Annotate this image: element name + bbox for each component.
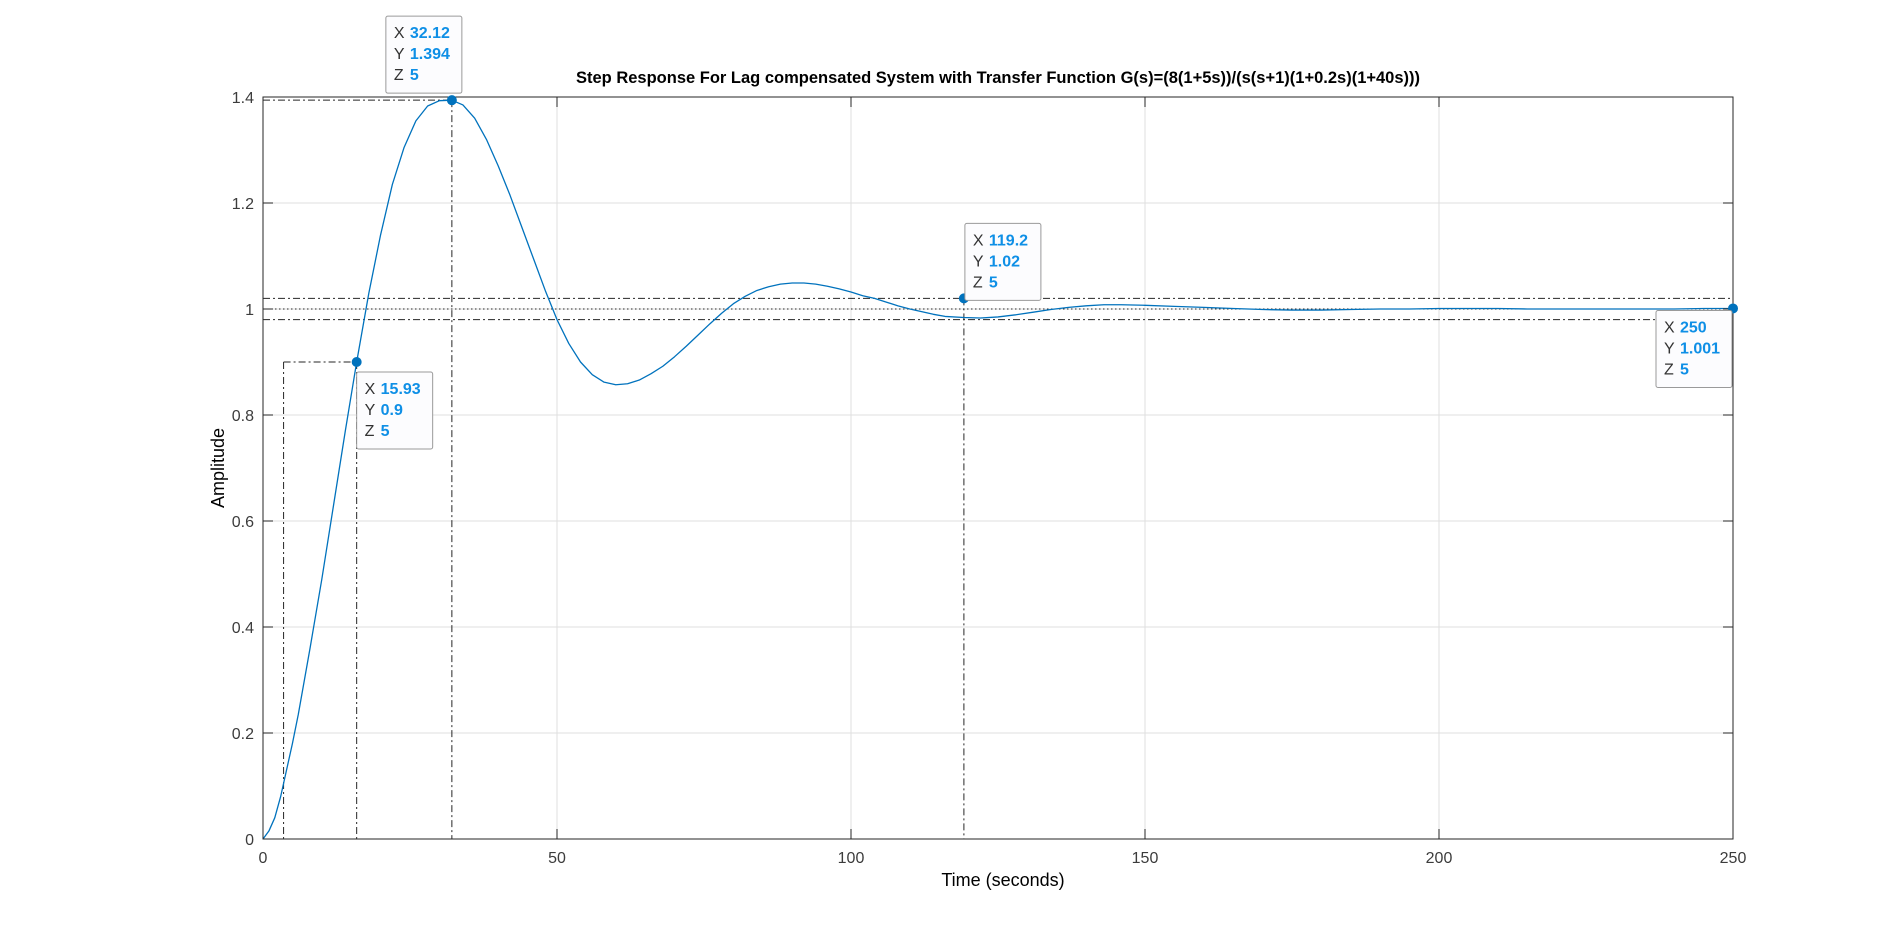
datatip-y-value: 1.394 [410, 46, 450, 63]
y-axis-title: Amplitude [208, 428, 228, 508]
axis-ticks: 0 50 100 150 200 250 0 0.2 0.4 0.6 0.8 1 1.2 1.4 [232, 90, 1747, 867]
y-tick-label: 1.2 [232, 196, 254, 213]
datatip-z-key: Z [365, 423, 375, 440]
datatip-marker [351, 357, 362, 367]
datatip-z-value: 5 [989, 274, 998, 291]
datatip-background [356, 371, 434, 450]
datatip-x-key: X [365, 381, 376, 398]
y-tick-label: 1.4 [232, 90, 254, 107]
datatip-box: X 119.2 Y 1.02 Z 5 [964, 222, 1042, 301]
datatip-background [385, 15, 463, 94]
x-tick-label: 0 [259, 850, 268, 867]
datatip-x-key: X [394, 25, 405, 42]
datatip-y-key: Y [973, 253, 984, 270]
datatip-z-key: Z [394, 67, 404, 84]
response-curve [262, 99, 1733, 840]
datatip-x-value: 15.93 [381, 381, 421, 398]
y-tick-label: 0.6 [232, 514, 254, 531]
chart-title: Step Response For Lag compensated System… [576, 69, 1420, 87]
datatip-z-key: Z [973, 274, 983, 291]
axes-background [263, 97, 1733, 839]
x-axis-title: Time (seconds) [941, 870, 1064, 890]
y-tick-label: 0 [245, 832, 254, 849]
datatip-box: X 15.93 Y 0.9 Z 5 [356, 371, 434, 450]
datatip-background [964, 222, 1042, 301]
y-tick-label: 1 [245, 302, 254, 319]
datatip-y-key: Y [1664, 340, 1675, 357]
response-curve-group [262, 99, 1733, 840]
datatip-background [1655, 309, 1733, 388]
datatip-y-key: Y [365, 402, 376, 419]
datatip-y-value: 0.9 [381, 402, 403, 419]
x-tick-label: 200 [1426, 850, 1453, 867]
datatip-y-key: Y [394, 46, 405, 63]
x-tick-label: 150 [1132, 850, 1159, 867]
x-tick-label: 100 [838, 850, 865, 867]
datatip-x-key: X [973, 232, 984, 249]
y-tick-label: 0.8 [232, 408, 254, 425]
y-tick-label: 0.4 [232, 620, 254, 637]
datatip-x-value: 119.2 [989, 232, 1028, 249]
datatip-y-value: 1.001 [1680, 340, 1720, 357]
datatip-z-value: 5 [410, 67, 419, 84]
x-tick-label: 50 [548, 850, 566, 867]
datatip-x-value: 32.12 [410, 25, 450, 42]
datatip-x-value: 250 [1680, 319, 1707, 336]
datatip-box: X 250 Y 1.001 Z 5 [1655, 309, 1733, 388]
datatip-z-key: Z [1664, 361, 1674, 378]
datatip-z-value: 5 [381, 423, 390, 440]
datatip-y-value: 1.02 [989, 253, 1020, 270]
x-tick-label: 250 [1720, 850, 1747, 867]
axes-box [262, 96, 1734, 840]
y-tick-label: 0.2 [232, 726, 254, 743]
datatip-marker [446, 95, 457, 106]
datatip-box: X 32.12 Y 1.394 Z 5 [385, 15, 463, 94]
datatip-x-key: X [1664, 319, 1675, 336]
datatip-z-value: 5 [1680, 361, 1689, 378]
